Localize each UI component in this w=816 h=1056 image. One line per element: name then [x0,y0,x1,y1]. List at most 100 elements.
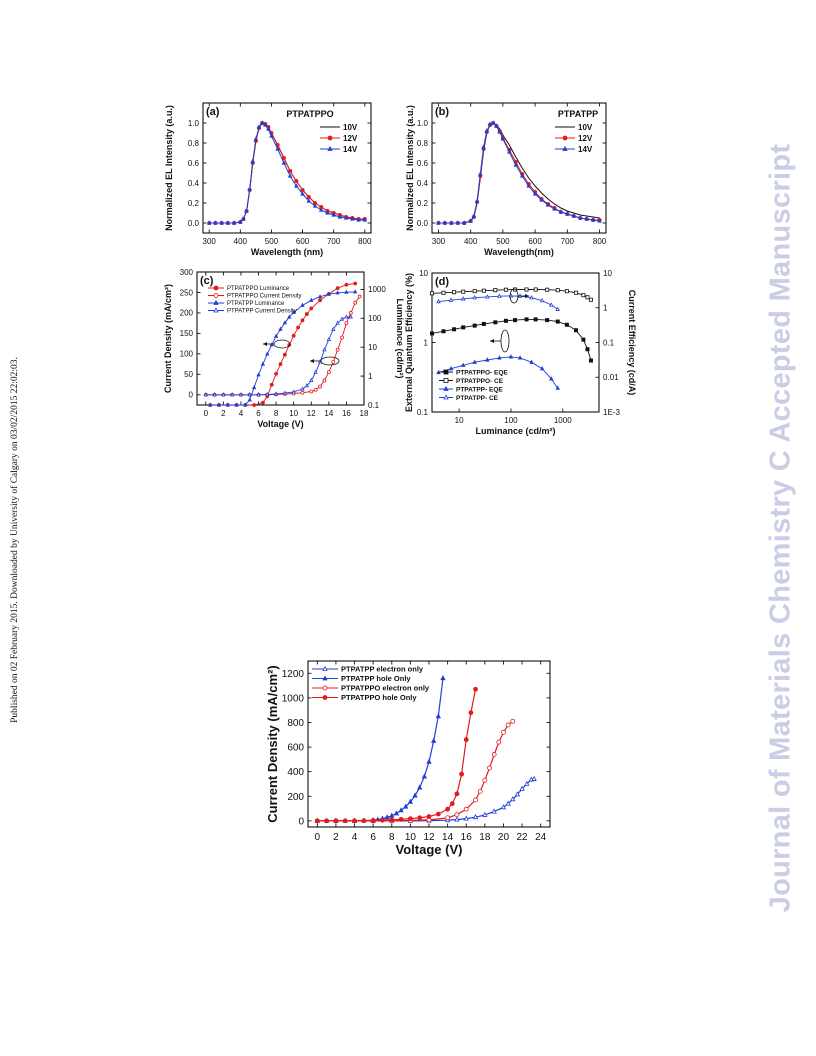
figure-panel-b: 300 400 500 600 700 800 0.0 0.2 0.4 0.6 0.8 1.0 Wave… [405,102,607,257]
y-tick-label: 50 [184,370,193,379]
data-point [442,220,448,225]
legend-marker [443,385,449,391]
data-point [275,146,280,151]
x-tick-label: 600 [528,237,542,246]
legend-entry: 14V [555,145,593,154]
x-tick-label: 700 [327,237,341,246]
data-point [545,287,550,292]
data-point [588,297,593,302]
legend-label: PTPATPP- EQE [456,386,503,393]
y-tick-label: 400 [287,767,304,778]
data-point [503,287,508,292]
y-tick-label: 1000 [282,693,305,704]
data-point [344,282,349,287]
data-point [481,321,486,326]
data-point [531,775,537,781]
data-point [500,136,506,141]
data-point [370,818,376,823]
legend-label: PTPATPPO Current Density [227,294,301,300]
x-tick-label: 6 [370,832,376,843]
legend-marker [327,145,333,151]
plot-frame [202,102,372,234]
x-tick-label: 300 [203,237,217,246]
publication-side-note: Published on 02 February 2015. Downloade… [10,357,20,723]
data-point [565,211,570,216]
data-point [412,792,418,798]
data-point [549,302,554,307]
data-point [454,812,460,818]
data-point [571,213,577,218]
data-point [497,355,502,360]
series-line [205,316,351,396]
x-tick-label: 800 [593,237,607,246]
data-point [577,215,583,220]
data-point [471,213,477,218]
x-tick-label: 18 [479,832,491,843]
x-tick-label: 12 [423,832,435,843]
series-line [438,122,600,224]
x-tick-label: 14 [324,409,333,418]
data-point [533,317,538,322]
y2-tick-label: 1 [368,372,373,381]
data-point [324,818,330,824]
y-tick-label: 10 [419,269,428,278]
x-tick-label: 4 [239,409,244,418]
x-tick-label: 400 [234,237,248,246]
data-point [463,806,469,812]
figure-panel-a: 300 400 500 600 700 800 0.0 0.2 0.4 0.6 0.8 1.0 Wave… [164,102,372,257]
data-point [555,288,560,293]
x-tick-label: 800 [358,237,372,246]
data-point [343,215,349,220]
data-point [429,291,434,296]
data-point [484,128,490,133]
data-point [300,302,305,307]
axis-indicator-arrowhead [525,294,529,298]
data-point [441,329,446,334]
data-point [436,298,441,304]
x-axis-label: Wavelength (nm) [251,247,323,257]
legend-entry: PTPATPP Current Density [208,307,297,315]
data-point [244,208,249,213]
x-tick-label: 1000 [554,416,572,425]
data-point [309,297,314,302]
data-point [435,713,441,719]
data-point [225,402,230,407]
data-point [357,294,362,299]
data-point [448,297,454,302]
data-point [393,810,400,816]
panel-title: PTPATPP [558,109,598,119]
data-point [549,376,554,381]
data-point [273,391,279,396]
data-point [287,173,293,178]
data-point [318,298,322,303]
y-tick-label: 0.8 [188,139,200,148]
data-point [313,387,318,392]
data-point [533,287,538,292]
data-point [507,149,512,154]
legend-label: PTPATPPO electron only [341,684,430,693]
y2-tick-label: 1000 [368,285,386,294]
data-point [472,359,477,364]
data-point [331,212,336,217]
y-axis-label: External Quantum Efficiency (%) [404,273,414,412]
data-point [269,133,274,138]
legend-marker [322,685,328,691]
data-point [314,818,320,824]
data-point [313,369,318,374]
y-tick-label: 100 [180,350,194,359]
data-point [574,290,579,295]
data-point [407,816,413,822]
data-point [265,391,270,396]
legend-entry: PTPATPPO- EQE [439,369,508,376]
data-point [208,402,213,407]
data-point [398,807,404,813]
x-tick-label: 300 [432,237,446,246]
legend-marker [213,293,219,298]
y-tick-label: 0.2 [417,199,429,208]
data-point [273,333,279,338]
data-point [326,336,332,342]
data-point [513,162,519,167]
data-point [278,362,283,367]
data-point [256,124,262,129]
legend-label: PTPATPPO- EQE [456,369,508,376]
